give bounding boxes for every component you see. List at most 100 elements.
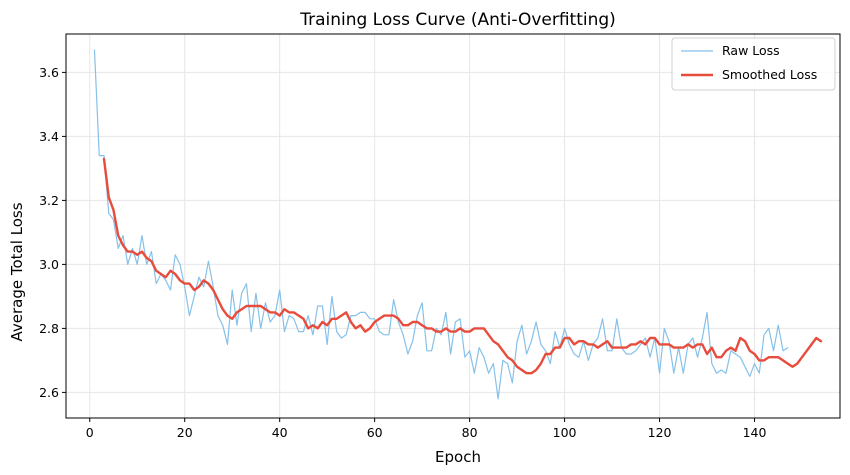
raw-loss-point: [403, 334, 404, 335]
smoothed-loss-point: [255, 305, 256, 306]
raw-loss-point: [521, 325, 522, 326]
raw-loss-point: [141, 235, 142, 236]
smoothed-loss-point: [811, 344, 812, 345]
x-axis-label: Epoch: [435, 448, 481, 466]
raw-loss-point: [735, 353, 736, 354]
smoothed-loss-point: [198, 286, 199, 287]
smoothed-loss-point: [763, 360, 764, 361]
raw-loss-point: [706, 312, 707, 313]
raw-loss-point: [702, 337, 703, 338]
raw-loss-point: [365, 312, 366, 313]
smoothed-loss-point: [678, 347, 679, 348]
smoothed-loss-point: [232, 318, 233, 319]
raw-loss-point: [640, 344, 641, 345]
raw-loss-point: [597, 337, 598, 338]
smoothed-loss-point: [422, 325, 423, 326]
smoothed-loss-point: [479, 328, 480, 329]
raw-loss-point: [564, 328, 565, 329]
smoothed-loss-point: [797, 363, 798, 364]
smoothed-loss-point: [692, 347, 693, 348]
raw-loss-point: [664, 328, 665, 329]
raw-loss-point: [711, 363, 712, 364]
raw-loss-point: [118, 248, 119, 249]
smoothed-loss-point: [441, 331, 442, 332]
raw-loss-point: [493, 363, 494, 364]
raw-loss-point: [122, 235, 123, 236]
smoothed-loss-point: [564, 337, 565, 338]
raw-loss-point: [668, 341, 669, 342]
raw-loss-point: [426, 350, 427, 351]
raw-loss-point: [763, 334, 764, 335]
raw-loss-point: [346, 334, 347, 335]
raw-loss-point: [778, 325, 779, 326]
smoothed-loss-point: [607, 341, 608, 342]
smoothed-loss-point: [735, 350, 736, 351]
raw-loss-point: [331, 296, 332, 297]
smoothed-loss-point: [222, 309, 223, 310]
raw-loss-point: [768, 328, 769, 329]
raw-loss-point: [607, 350, 608, 351]
smoothed-loss-point: [521, 369, 522, 370]
smoothed-loss-point: [559, 347, 560, 348]
raw-loss-point: [602, 318, 603, 319]
smoothed-loss-point: [431, 328, 432, 329]
raw-loss-point: [127, 264, 128, 265]
x-tick-label: 20: [177, 425, 193, 440]
raw-loss-point: [213, 286, 214, 287]
raw-loss-point: [232, 289, 233, 290]
raw-loss-point: [374, 318, 375, 319]
smoothed-loss-point: [588, 344, 589, 345]
legend: Raw Loss Smoothed Loss: [671, 37, 836, 91]
raw-loss-point: [611, 350, 612, 351]
raw-loss-point: [246, 283, 247, 284]
smoothed-loss-point: [289, 312, 290, 313]
y-tick-label: 2.8: [39, 321, 59, 336]
smoothed-loss-point: [474, 328, 475, 329]
smoothed-loss-point: [531, 373, 532, 374]
smoothed-loss-point: [787, 363, 788, 364]
raw-loss-point: [716, 373, 717, 374]
smoothed-loss-point: [460, 328, 461, 329]
raw-loss-point: [531, 341, 532, 342]
raw-loss-point: [578, 357, 579, 358]
raw-loss-point: [683, 373, 684, 374]
raw-loss-point: [284, 331, 285, 332]
raw-loss-point: [222, 325, 223, 326]
smoothed-loss-point: [251, 305, 252, 306]
smoothed-loss-point: [483, 328, 484, 329]
raw-loss-point: [341, 337, 342, 338]
smoothed-loss-point: [773, 357, 774, 358]
smoothed-loss-point: [388, 315, 389, 316]
smoothed-loss-point: [213, 289, 214, 290]
x-tick-label: 120: [648, 425, 672, 440]
raw-loss-point: [787, 347, 788, 348]
raw-loss-point: [616, 318, 617, 319]
smoothed-loss-point: [393, 315, 394, 316]
raw-loss-point: [545, 350, 546, 351]
smoothed-loss-point: [260, 305, 261, 306]
raw-loss-point: [236, 325, 237, 326]
smoothed-loss-point: [820, 341, 821, 342]
smoothed-loss-series: [102, 157, 823, 375]
raw-loss-point: [697, 357, 698, 358]
smoothed-loss-point: [597, 347, 598, 348]
smoothed-loss-point: [740, 337, 741, 338]
raw-loss-point: [502, 360, 503, 361]
x-tick-label: 60: [367, 425, 383, 440]
raw-loss-point: [659, 373, 660, 374]
smoothed-loss-point: [654, 337, 655, 338]
raw-loss-point: [483, 357, 484, 358]
smoothed-loss-point: [355, 328, 356, 329]
raw-loss-point: [512, 382, 513, 383]
smoothed-loss-point: [132, 251, 133, 252]
raw-loss-point: [327, 344, 328, 345]
raw-loss-point: [725, 373, 726, 374]
smoothed-loss-point: [170, 270, 171, 271]
raw-loss-point: [445, 312, 446, 313]
raw-loss-point: [217, 315, 218, 316]
raw-loss-point: [645, 337, 646, 338]
smoothed-loss-point: [507, 357, 508, 358]
smoothed-loss-point: [630, 344, 631, 345]
raw-loss-point: [203, 286, 204, 287]
